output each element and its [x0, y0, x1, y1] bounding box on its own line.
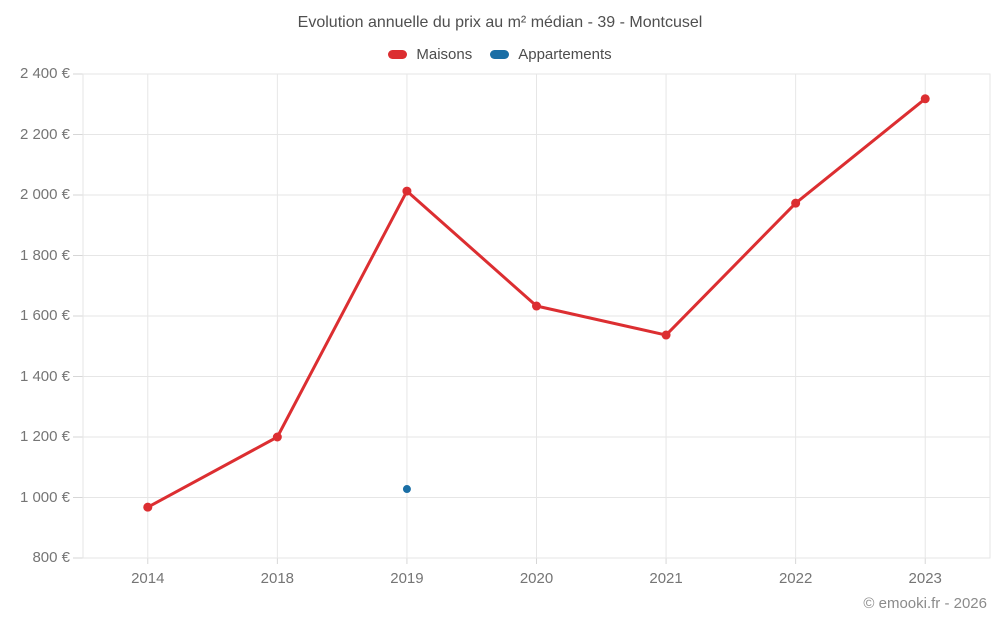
legend-label-appartements: Appartements — [518, 46, 612, 63]
maisons-data-point[interactable] — [402, 186, 412, 196]
y-axis-label: 2 000 € — [19, 186, 70, 203]
x-axis-label: 2014 — [131, 570, 165, 587]
maisons-data-point[interactable] — [143, 502, 153, 512]
y-axis-label: 1 600 € — [19, 307, 70, 324]
maisons-data-point[interactable] — [791, 198, 801, 208]
y-axis-label: 800 € — [32, 549, 70, 566]
x-axis-label: 2021 — [649, 570, 683, 587]
chart-legend: Maisons Appartements — [0, 46, 1000, 63]
x-axis-label: 2020 — [519, 570, 554, 587]
x-axis-label: 2023 — [908, 570, 942, 587]
legend-item-appartements[interactable]: Appartements — [490, 46, 612, 63]
y-axis-label: 1 800 € — [19, 246, 70, 264]
y-axis-label: 1 400 € — [19, 367, 70, 385]
y-axis-label: 2 200 € — [19, 125, 70, 143]
maisons-data-point[interactable] — [272, 432, 282, 442]
legend-item-maisons[interactable]: Maisons — [388, 46, 472, 63]
maisons-data-point[interactable] — [661, 330, 671, 340]
maisons-data-point[interactable] — [532, 301, 541, 311]
y-axis-label: 1 000 € — [19, 488, 70, 506]
x-axis-label: 2022 — [778, 570, 813, 587]
y-axis-label: 1 200 € — [19, 428, 70, 445]
legend-label-maisons: Maisons — [416, 46, 473, 63]
source-attribution: © emooki.fr - 2026 — [863, 595, 987, 612]
appartements-legend-swatch-icon — [490, 50, 510, 59]
x-axis-label: 2019 — [390, 570, 424, 587]
x-axis-label: 2018 — [260, 570, 295, 587]
plot-border — [82, 73, 991, 559]
appartements-data-point[interactable] — [402, 485, 411, 494]
y-axis-label: 2 400 € — [19, 65, 70, 82]
maisons-legend-swatch-icon — [388, 50, 408, 59]
chart-title: Evolution annuelle du prix au m² médian … — [297, 14, 703, 31]
maisons-data-point[interactable] — [920, 94, 930, 104]
